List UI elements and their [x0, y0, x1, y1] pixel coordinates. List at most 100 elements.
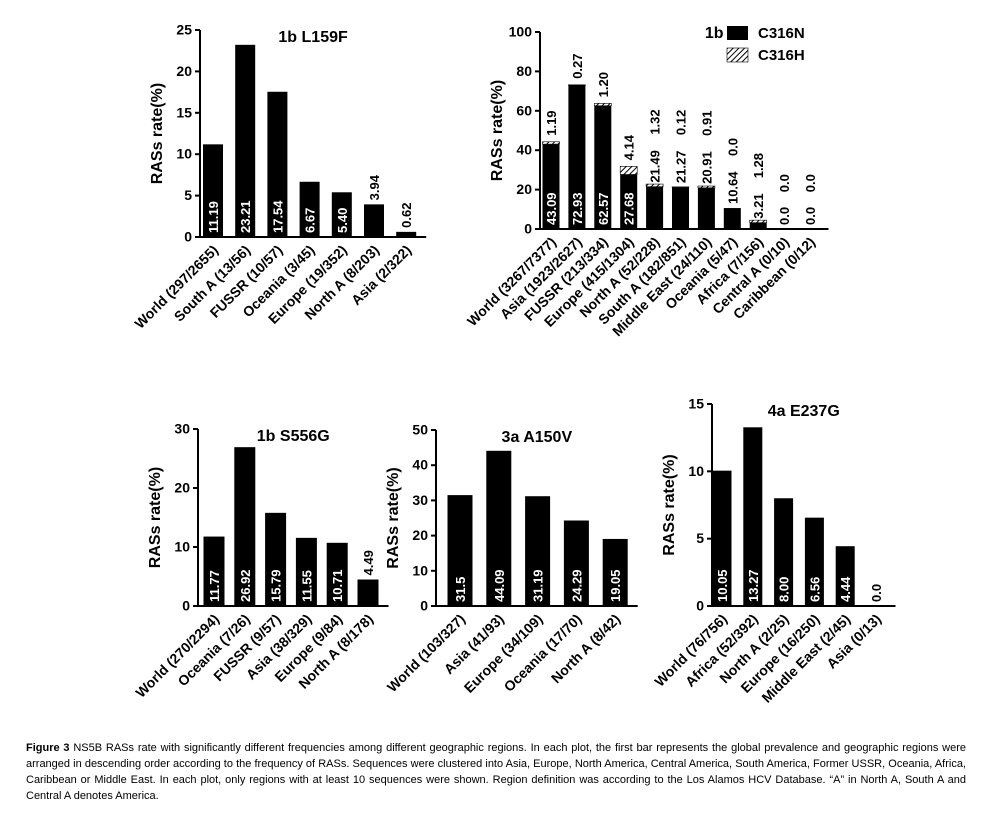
chart-l159f-value-label: 3.94	[367, 174, 382, 200]
chart-c316-legend-label-c316h: C316H	[758, 47, 805, 64]
chart-l159f-y-tick-label: 10	[176, 146, 192, 162]
chart-s556g-value-label: 11.55	[299, 570, 314, 602]
chart-l159f-bar	[331, 192, 352, 237]
chart-a150v-bar	[563, 520, 589, 606]
chart-c316-value-label: 27.68	[622, 192, 637, 225]
chart-c316-y-tick-label: 60	[516, 102, 532, 118]
chart-c316-value-label: 21.49	[648, 150, 663, 183]
chart-e237g-bar	[712, 470, 732, 606]
chart-e237g-value-label: 0.0	[869, 584, 884, 602]
chart-e237g-value-label: 4.44	[838, 576, 853, 602]
chart-l159f-value-label: 11.19	[206, 201, 221, 233]
chart-e237g-y-tick-label: 5	[696, 530, 704, 546]
chart-e237g-y-tick-label: 15	[688, 396, 704, 412]
chart-c316-bar	[568, 85, 586, 229]
chart-a150v-value-label: 31.19	[531, 569, 546, 602]
chart-c316-bar	[672, 187, 689, 229]
chart-a150v-value-label: 19.05	[608, 569, 623, 602]
chart-a150v-category-label: North A (8/42)	[548, 611, 623, 686]
chart-l159f-bar	[235, 44, 256, 238]
chart-e237g-bar	[835, 546, 855, 606]
chart-e237g-title: 4a E237G	[768, 403, 840, 420]
chart-c316-bar-c316h	[593, 103, 612, 107]
chart-c316-value-label: 72.93	[570, 192, 585, 225]
chart-c316-c316h-label: 1.32	[648, 109, 663, 134]
chart-c316-bar-c316h	[749, 219, 768, 223]
chart-c316-legend-label-c316n: C316N	[758, 25, 805, 42]
chart-e237g-value-label: 8.00	[777, 577, 792, 602]
figure-caption: Figure 3 NS5B RASs rate with significant…	[26, 740, 966, 804]
chart-c316-value-label: 0.0	[777, 207, 792, 225]
chart-c316-bar	[542, 144, 560, 229]
chart-c316-value-label: 0.0	[803, 207, 818, 225]
chart-l159f-y-tick-label: 25	[176, 22, 192, 38]
chart-l159f-y-axis-label: RASs rate(%)	[149, 83, 166, 184]
chart-c316-y-tick-label: 40	[516, 142, 532, 158]
chart-l159f-bar	[364, 204, 384, 237]
chart-c316-c316h-label: 4.14	[622, 134, 637, 160]
chart-s556g-value-label: 15.79	[269, 569, 284, 602]
chart-e237g-bar	[743, 427, 763, 606]
chart-s556g-value-label: 10.71	[330, 569, 345, 602]
chart-e237g-bar	[774, 498, 794, 606]
chart-l159f-y-tick-label: 15	[176, 104, 192, 120]
chart-a150v-y-tick-label: 50	[412, 422, 428, 438]
chart-a150v-title: 3a A150V	[502, 429, 573, 446]
chart-s556g-y-tick-label: 30	[174, 421, 190, 437]
chart-c316-bar	[723, 208, 741, 229]
chart-c316-y-tick-label: 100	[509, 24, 533, 40]
chart-c316-c316h-label: 0.91	[699, 110, 714, 135]
chart-s556g-y-tick-label: 10	[174, 539, 190, 555]
chart-a150v-bar	[486, 450, 512, 606]
chart-e237g-y-tick-label: 10	[688, 463, 704, 479]
chart-c316-legend-swatch-c316h	[726, 47, 749, 63]
chart-l159f-bar	[267, 91, 288, 237]
chart-s556g-value-label: 4.49	[361, 550, 376, 575]
chart-s556g-value-label: 11.77	[207, 570, 222, 602]
chart-c316-y-tick-label: 0	[524, 221, 532, 237]
chart-s556g-bar	[234, 447, 256, 606]
chart-c316-bar	[697, 187, 715, 229]
chart-s556g-bar	[203, 536, 225, 606]
chart-s556g-y-tick-label: 0	[182, 598, 190, 614]
chart-a150v-value-label: 31.5	[453, 577, 468, 602]
chart-s556g-bar	[265, 512, 287, 606]
chart-s556g-y-tick-label: 20	[174, 480, 190, 496]
chart-a150v-bar	[447, 495, 473, 606]
chart-c316-bar	[646, 186, 664, 229]
chart-a150v-y-tick-label: 10	[412, 562, 428, 578]
chart-c316-bar-c316h	[542, 141, 560, 145]
chart-c316-bar-c316h	[568, 84, 586, 86]
chart-a150v-y-tick-label: 20	[412, 527, 428, 543]
chart-c316-c316h-label: 0.27	[570, 53, 585, 78]
chart-e237g-bar	[804, 517, 824, 606]
chart-c316-c316h-label: 1.19	[544, 110, 559, 135]
chart-s556g-bar	[357, 579, 379, 606]
chart-c316-value-label: 20.91	[699, 151, 714, 184]
chart-c316-legend-swatch-c316n	[727, 26, 748, 40]
chart-l159f-value-label: 6.67	[303, 208, 318, 233]
chart-l159f-value-label: 23.21	[238, 200, 253, 233]
chart-c316-c316h-label: 0.0	[777, 174, 792, 192]
chart-s556g-title: 1b S556G	[257, 428, 330, 445]
chart-l159f-y-tick-label: 5	[184, 187, 192, 203]
chart-l159f-bar	[396, 231, 417, 237]
chart-a150v-y-tick-label: 0	[420, 598, 428, 614]
chart-a150v-value-label: 24.29	[569, 569, 584, 602]
chart-c316-c316h-label: 0.12	[674, 110, 689, 135]
chart-c316-bar-c316h	[619, 166, 638, 175]
chart-l159f-title: 1b L159F	[278, 29, 348, 46]
chart-c316-bar-c316h	[697, 185, 716, 189]
chart-l159f-bar	[299, 181, 320, 237]
chart-s556g-y-axis-label: RASs rate(%)	[147, 467, 164, 568]
chart-c316-bar	[749, 222, 767, 229]
chart-c316-c316h-label: 0.0	[803, 174, 818, 192]
chart-c316-value-label: 62.57	[596, 192, 611, 225]
chart-c316-value-label: 10.64	[725, 171, 740, 204]
chart-l159f-y-tick-label: 20	[176, 63, 192, 79]
chart-c316-y-axis-label: RASs rate(%)	[489, 80, 506, 181]
chart-l159f-value-label: 0.62	[399, 203, 414, 228]
chart-c316-c316h-label: 1.28	[751, 153, 766, 178]
chart-c316-bar-c316h	[645, 183, 664, 187]
